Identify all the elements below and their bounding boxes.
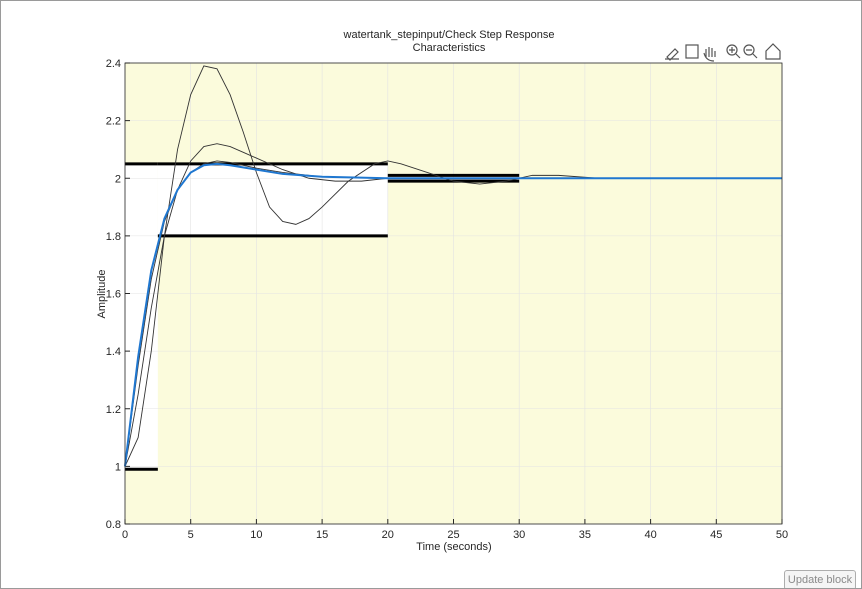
pan-icon[interactable] <box>703 47 716 62</box>
x-tick-label: 50 <box>776 529 788 541</box>
chart-title: watertank_stepinput/Check Step Response <box>343 29 555 41</box>
zoom-out-icon[interactable] <box>743 44 755 56</box>
chart-title: Characteristics <box>413 42 486 54</box>
x-tick-label: 20 <box>382 529 394 541</box>
y-tick-label: 2.4 <box>106 58 121 70</box>
axes-box <box>124 62 783 525</box>
zoom-in-icon[interactable] <box>726 44 738 56</box>
x-tick-label: 35 <box>579 529 591 541</box>
x-tick-label: 45 <box>710 529 722 541</box>
y-tick-label: 2 <box>115 173 121 185</box>
y-tick-label: 2.2 <box>106 116 121 128</box>
x-tick-label: 25 <box>447 529 459 541</box>
x-tick-label: 30 <box>513 529 525 541</box>
datatip-icon[interactable] <box>685 44 699 59</box>
series-line <box>124 162 782 467</box>
toolbar[interactable] <box>665 43 781 62</box>
y-axis-label: Amplitude <box>96 270 108 319</box>
y-tick-label: 1.8 <box>106 231 121 243</box>
x-tick-label: 5 <box>188 529 194 541</box>
y-tick-label: 1 <box>115 461 121 473</box>
home-icon[interactable] <box>765 43 781 60</box>
x-tick-label: 15 <box>316 529 328 541</box>
brush-icon[interactable] <box>665 48 679 61</box>
allowed-region <box>157 163 388 236</box>
y-tick-label: 1.6 <box>106 289 121 301</box>
x-tick-label: 0 <box>122 529 128 541</box>
x-tick-label: 10 <box>250 529 262 541</box>
x-axis-label: Time (seconds) <box>416 541 491 553</box>
update-button[interactable]: Update block <box>784 570 856 588</box>
x-tick-label: 40 <box>644 529 656 541</box>
y-tick-label: 1.2 <box>106 404 121 416</box>
y-tick-label: 1.4 <box>106 346 121 358</box>
y-tick-label: 0.8 <box>106 519 121 531</box>
